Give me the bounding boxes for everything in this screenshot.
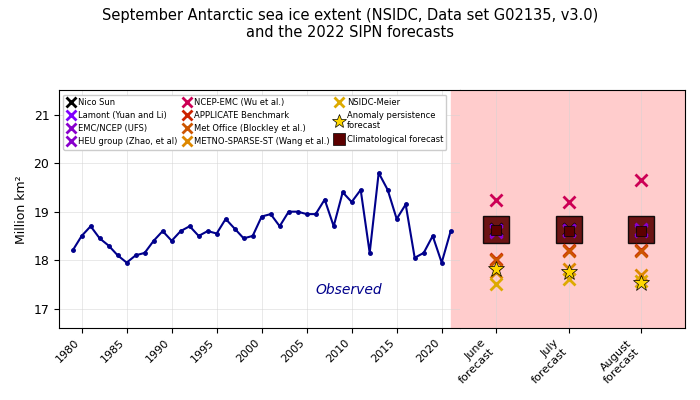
Bar bbox=[556, 216, 582, 243]
Y-axis label: Million km²: Million km² bbox=[15, 175, 28, 244]
Bar bbox=[629, 216, 654, 243]
Text: Observed: Observed bbox=[316, 283, 382, 297]
Legend: Nico Sun, Lamont (Yuan and Li), EMC/NCEP (UFS), HEU group (Zhao, et al), NCEP-EM: Nico Sun, Lamont (Yuan and Li), EMC/NCEP… bbox=[63, 94, 447, 150]
Text: September Antarctic sea ice extent (NSIDC, Data set G02135, v3.0)
and the 2022 S: September Antarctic sea ice extent (NSID… bbox=[102, 8, 598, 40]
Bar bbox=[483, 216, 509, 243]
Bar bbox=[451, 90, 464, 328]
